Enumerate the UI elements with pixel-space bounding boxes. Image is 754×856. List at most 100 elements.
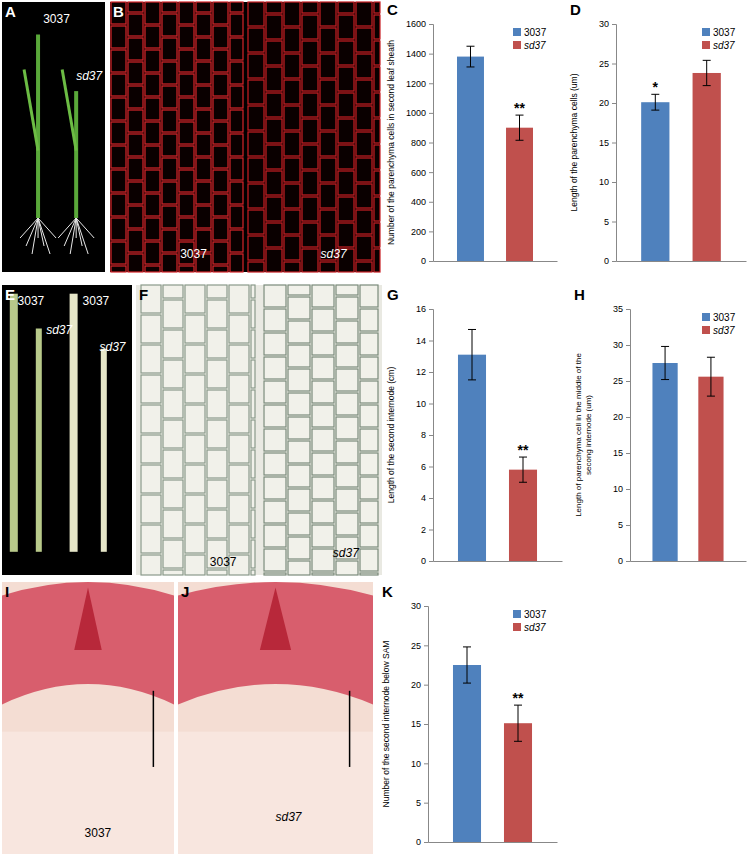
cell (374, 119, 380, 143)
cell (374, 223, 380, 247)
tick-label: 16 (416, 304, 426, 314)
cell (145, 122, 160, 144)
tick-mark (429, 498, 433, 499)
tick-mark (429, 172, 433, 173)
cell (264, 453, 286, 475)
cell (248, 80, 264, 104)
tick-mark (429, 404, 433, 405)
tick: 0 (618, 556, 630, 566)
legend-swatch (702, 41, 710, 49)
cell (141, 375, 161, 403)
axis-line (424, 607, 429, 843)
cell (128, 86, 143, 108)
axis-line (626, 310, 631, 562)
error-cap (661, 379, 669, 380)
tick: 400 (411, 197, 433, 207)
cell (288, 417, 310, 439)
image-panel: 3037sd37 (2, 2, 105, 272)
cell (163, 285, 183, 298)
tick: 200 (411, 227, 433, 237)
error-cap (468, 379, 476, 380)
tick-mark (612, 182, 616, 183)
tick: 10 (416, 399, 433, 409)
cell (145, 266, 160, 272)
tick-label: 5 (618, 520, 623, 530)
cell (338, 67, 354, 91)
tick: 16 (416, 304, 433, 314)
cell (128, 14, 143, 36)
cell (163, 420, 183, 448)
cell (196, 2, 211, 12)
tick: 25 (411, 641, 428, 651)
cell (284, 210, 300, 234)
cell (266, 15, 282, 39)
cell (312, 285, 334, 307)
cell (374, 171, 380, 195)
cell (312, 357, 334, 379)
cell (251, 450, 255, 478)
cell (145, 218, 160, 240)
tick-label: 0 (618, 556, 623, 566)
cell (288, 489, 310, 511)
cell (162, 2, 177, 12)
cell (264, 477, 286, 499)
bar (509, 470, 537, 561)
internode (2, 732, 174, 854)
tick: 5 (618, 520, 630, 530)
cell (288, 537, 310, 559)
cell (213, 74, 228, 96)
cell (356, 106, 372, 130)
tick: 1600 (406, 19, 433, 29)
error-cap (516, 140, 524, 141)
image-text: sd37 (333, 546, 360, 560)
cell (162, 38, 177, 60)
cell (288, 561, 310, 575)
cell (248, 106, 264, 130)
tick-label: 4 (421, 493, 426, 503)
cell (163, 570, 183, 575)
tick: 800 (411, 138, 433, 148)
axis-line (429, 842, 558, 843)
cell (141, 435, 161, 463)
image-text: sd37 (100, 340, 127, 354)
panel-label: C (387, 1, 398, 18)
error-line (710, 357, 711, 396)
tick: 15 (411, 719, 428, 729)
y-axis: 05101520253035 (613, 304, 631, 566)
cell (284, 2, 300, 26)
tick-label: 800 (411, 138, 426, 148)
error-line (518, 705, 519, 741)
root (32, 218, 38, 254)
cell (336, 345, 358, 367)
image-text: sd37 (46, 323, 73, 337)
significance: ** (518, 442, 529, 458)
cell (360, 549, 378, 571)
cell (360, 453, 378, 475)
cell (264, 549, 286, 571)
cell (185, 435, 205, 463)
cell (336, 489, 358, 511)
tick: 20 (411, 680, 428, 690)
legend-label: 3037 (524, 27, 547, 38)
cell (288, 393, 310, 415)
root (76, 218, 94, 238)
error-cap (519, 482, 527, 483)
cell (141, 525, 161, 553)
cell (213, 98, 228, 120)
bar (641, 102, 669, 261)
cell (229, 345, 249, 373)
image-text: 3037 (85, 826, 112, 840)
cell (196, 38, 211, 60)
cell (288, 285, 310, 295)
tick: 6 (421, 462, 433, 472)
cell (302, 223, 318, 247)
error-bar (514, 705, 522, 741)
legend-label: sd37 (713, 325, 735, 336)
cell (302, 41, 318, 65)
image-background (2, 582, 174, 854)
legend-label: 3037 (524, 609, 547, 620)
tick: 0 (421, 556, 433, 566)
cell (320, 106, 336, 130)
tick-mark (429, 54, 433, 55)
axis-line (612, 25, 617, 262)
